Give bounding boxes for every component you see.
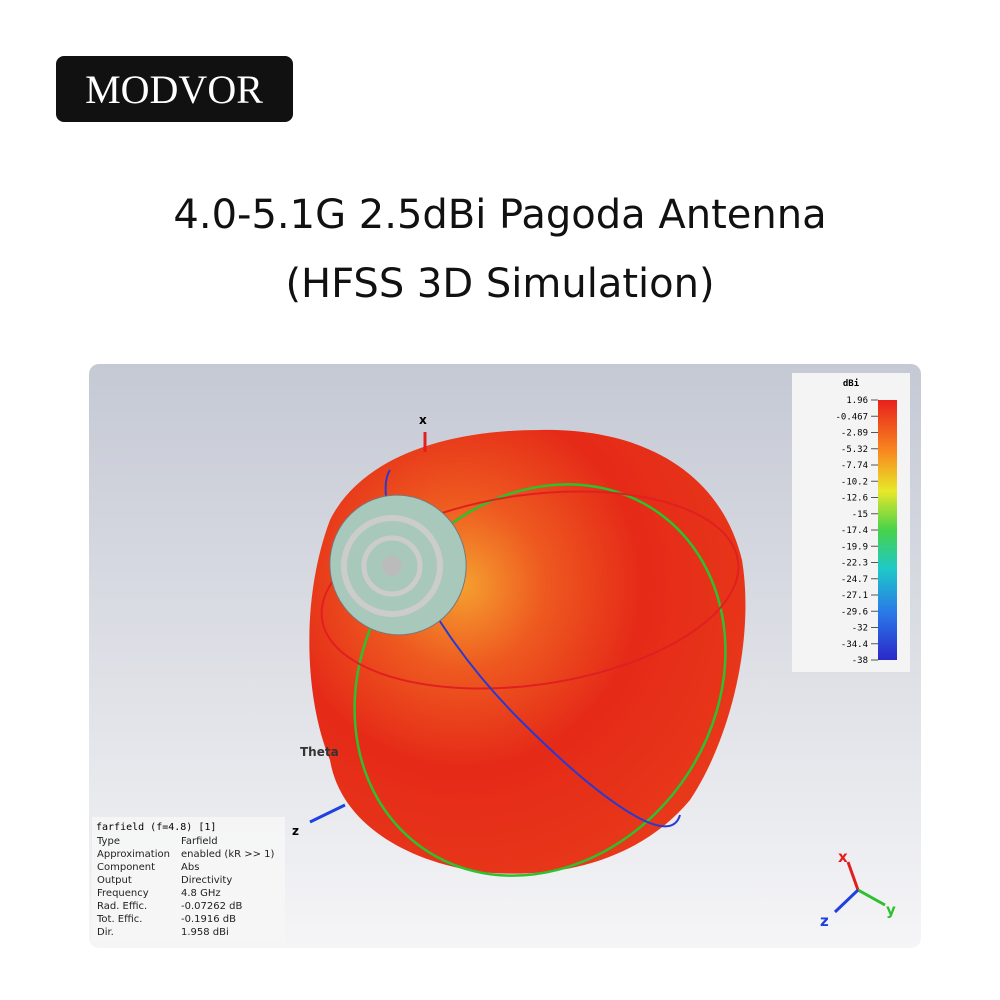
info-key: Tot. Effic. (96, 914, 142, 925)
info-header: farfield (f=4.8) [1] (96, 822, 216, 833)
axis-label: Theta (300, 745, 339, 759)
triad-label: x (838, 848, 848, 866)
title-line: 4.0-5.1G 2.5dBi Pagoda Antenna (173, 192, 826, 238)
legend-tick-label: -32 (852, 624, 868, 634)
axis-label: x (419, 413, 427, 427)
axis-arrow (309, 803, 346, 824)
info-panel (92, 817, 285, 943)
legend-tick-label: -10.2 (841, 477, 868, 487)
legend-tick-label: -12.6 (841, 494, 868, 504)
legend-tick-label: -19.9 (841, 542, 868, 552)
antenna-feed (382, 556, 402, 576)
logo-badge (56, 56, 293, 122)
triad-label: y (886, 901, 896, 919)
antenna-ring (341, 515, 443, 617)
info-value: Abs (181, 862, 199, 873)
logo: MODVOR (85, 67, 263, 112)
info-value: -0.1916 dB (181, 914, 236, 925)
legend-tick-label: -27.1 (841, 591, 868, 601)
info-key: Dir. (97, 927, 114, 938)
axis-label: z (292, 824, 299, 838)
info-key: Component (97, 862, 155, 873)
info-value: 4.8 GHz (181, 888, 221, 899)
ring (320, 490, 740, 690)
info-key: Approximation (97, 849, 170, 860)
info-value: enabled (kR >> 1) (181, 849, 275, 860)
legend-tick-label: -22.3 (841, 559, 868, 569)
triad-axis (846, 861, 860, 891)
info-key: Type (96, 836, 120, 847)
info-key: Frequency (97, 888, 149, 899)
info-value: 1.958 dBi (181, 927, 229, 938)
info-key: Rad. Effic. (97, 901, 147, 912)
legend-tick-label: -34.4 (841, 640, 868, 650)
info-value: Farfield (181, 836, 218, 847)
antenna-ring (361, 535, 423, 597)
legend-tick-label: -2.89 (841, 429, 868, 439)
triad-axis (857, 888, 886, 907)
triad-axis (833, 888, 860, 914)
legend-tick-label: -38 (852, 656, 868, 666)
title-line: (HFSS 3D Simulation) (285, 261, 714, 307)
legend-tick-label: -24.7 (841, 575, 868, 585)
legend-tick-label: 1.96 (846, 396, 868, 406)
legend-tick-label: -7.74 (841, 461, 868, 471)
info-value: -0.07262 dB (181, 901, 242, 912)
legend-tick-label: -17.4 (841, 526, 868, 536)
legend-tick-label: -0.467 (835, 412, 868, 422)
info-key: Output (97, 875, 132, 886)
triad-label: z (820, 912, 829, 930)
info-value: Directivity (181, 875, 232, 886)
radiation-pattern (309, 429, 746, 874)
legend-tick-label: -15 (852, 510, 868, 520)
legend-tick-label: -5.32 (841, 445, 868, 455)
color-bar (878, 400, 897, 660)
legend-tick-label: -29.6 (841, 607, 868, 617)
legend-unit: dBi (843, 378, 860, 389)
